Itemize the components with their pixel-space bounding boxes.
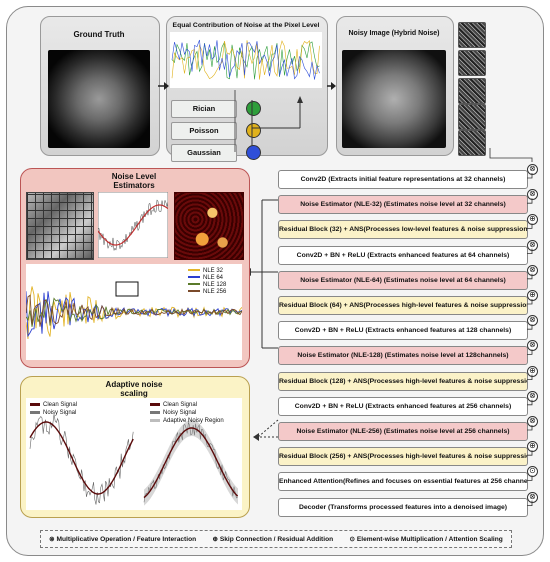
pipeline-step-8: Noise Estimator (NLE-128) (Estimates noi… [278, 346, 528, 366]
pipeline-step-11: Noise Estimator (NLE-256) (Estimates noi… [278, 422, 528, 441]
adaptive-legend-label: Clean Signal [163, 402, 198, 408]
noise-patch-4 [458, 104, 486, 130]
operator-icon-10: ⊗ [527, 390, 538, 402]
left-noisy-signal [29, 414, 134, 505]
nle-legend-label: NLE 256 [203, 289, 227, 295]
nle-legend-item-1: NLE 32 [188, 268, 223, 274]
pipeline-step-13: Enhanced Attention(Refines and focuses o… [278, 472, 528, 492]
pipeline-step-12: Residual Block (256) + ANS(Processes hig… [278, 447, 528, 467]
nle-legend-label: NLE 128 [203, 282, 227, 288]
right-noisy-signal [143, 422, 238, 503]
right-clean-signal [143, 427, 239, 499]
ground-truth-title: Ground Truth [73, 30, 125, 39]
operator-icon-6: ⊕ [527, 290, 538, 301]
operator-icon-13: ⊙ [527, 466, 538, 478]
adaptive-legend-left-1: Noisy Signal [30, 410, 76, 416]
nle-legend-item-4: NLE 256 [188, 289, 226, 295]
operator-icon-2: ⊗ [527, 189, 538, 201]
left-clean-signal [29, 421, 134, 495]
pipeline-step-14: Decoder (Transforms processed features i… [278, 497, 528, 517]
legend-skip: ⊕ Skip Connection / Residual Addition [212, 536, 334, 543]
adaptive-noisy-region [144, 420, 238, 506]
adaptive-legend-right-1: Noisy Signal [150, 410, 196, 416]
pipeline-step-10: Conv2D + BN + ReLU (Extracts enhanced fe… [278, 396, 528, 416]
adaptive-title: Adaptive noise scaling [105, 380, 163, 398]
legend-mult: ⊗ Multiplicative Operation / Feature Int… [49, 536, 197, 543]
operator-icon-11: ⊗ [527, 416, 538, 427]
noise-heatmap [174, 192, 244, 260]
noise-estimators-title: Noise Level Estimators [111, 172, 157, 190]
noise-series-2 [171, 39, 320, 80]
noise-estimate-curve [98, 192, 168, 258]
adaptive-legend-left-0: Clean Signal [30, 402, 77, 408]
legend-elem: ⊙ Element-wise Multiplication / Attentio… [349, 536, 503, 543]
noise-dot-poisson [246, 123, 261, 138]
noise-patch-5 [458, 130, 486, 156]
top-arrows [158, 82, 336, 90]
nle-signal-plot [26, 264, 242, 360]
pipeline-step-3: Residual Block (32) + ANS(Processes low-… [278, 220, 528, 240]
feature-map-grid [26, 192, 94, 260]
operator-icon-5: ⊗ [527, 264, 538, 276]
pipeline-step-7: Conv2D + BN + ReLU (Extracts enhanced fe… [278, 321, 528, 341]
operator-icon-3: ⊕ [527, 214, 538, 226]
pipeline-step-4: Conv2D + BN + ReLU (Extracts enhanced fe… [278, 245, 528, 265]
operator-icon-7: ⊗ [527, 315, 538, 327]
operator-icon-4: ⊗ [527, 239, 538, 251]
noise-dot-rician [246, 101, 261, 116]
noise-series-0 [171, 40, 320, 80]
operator-legend: ⊗ Multiplicative Operation / Feature Int… [40, 530, 512, 548]
noisy-image-title: Noisy Image (Hybrid Noise) [348, 30, 440, 37]
adaptive-legend-label: Noisy Signal [163, 410, 197, 416]
pipeline-step-2: Noise Estimator (NLE-32) (Estimates nois… [278, 195, 528, 215]
operator-icon-8: ⊗ [527, 340, 538, 352]
nle-legend-label: NLE 32 [203, 268, 224, 274]
adaptive-legend-right-0: Clean Signal [150, 402, 197, 408]
nle-legend-item-3: NLE 128 [188, 282, 226, 288]
operator-icon-12: ⊕ [527, 441, 538, 453]
ground-truth-image [48, 50, 150, 148]
noise-connector-lines [234, 90, 303, 152]
operator-icon-9: ⊕ [527, 365, 538, 377]
operator-icon-14: ⊗ [527, 491, 538, 503]
pixel-noise-plot [170, 32, 322, 88]
nle-series-4 [26, 294, 242, 327]
adaptive-legend-label: Clean Signal [43, 402, 78, 408]
noisy-image [342, 50, 446, 148]
pipeline-step-5: Noise Estimator (NLE-64) (Estimates nois… [278, 270, 528, 290]
noise-type-rician: Rician [171, 100, 237, 118]
noise-type-gaussian: Gaussian [171, 144, 237, 162]
adaptive-plot [26, 398, 242, 510]
pipeline-step-9: Residual Block (128) + ANS(Processes hig… [278, 371, 528, 391]
noise-patch-1 [458, 22, 486, 48]
adaptive-legend-label: Noisy Signal [43, 410, 77, 416]
adaptive-legend-right-2: Adaptive Noisy Region [150, 418, 224, 424]
mini-curve-1 [98, 204, 168, 246]
equal-contribution-title: Equal Contribution of Noise at the Pixel… [172, 22, 320, 29]
operator-icon-1: ⊗ [527, 164, 538, 175]
noise-type-poisson: Poisson [171, 122, 237, 140]
nle-legend-label: NLE 64 [203, 275, 224, 281]
noise-patch-2 [458, 50, 486, 76]
noise-dot-gaussian [246, 145, 261, 160]
noise-patch-3 [458, 78, 486, 104]
pipeline-step-6: Residual Block (64) + ANS(Processes high… [278, 296, 528, 315]
nle-series-2 [26, 291, 242, 338]
adaptive-legend-label: Adaptive Noisy Region [163, 418, 224, 424]
nle-legend-item-2: NLE 64 [188, 275, 223, 281]
pipeline-step-1: Conv2D (Extracts initial feature represe… [278, 170, 528, 189]
